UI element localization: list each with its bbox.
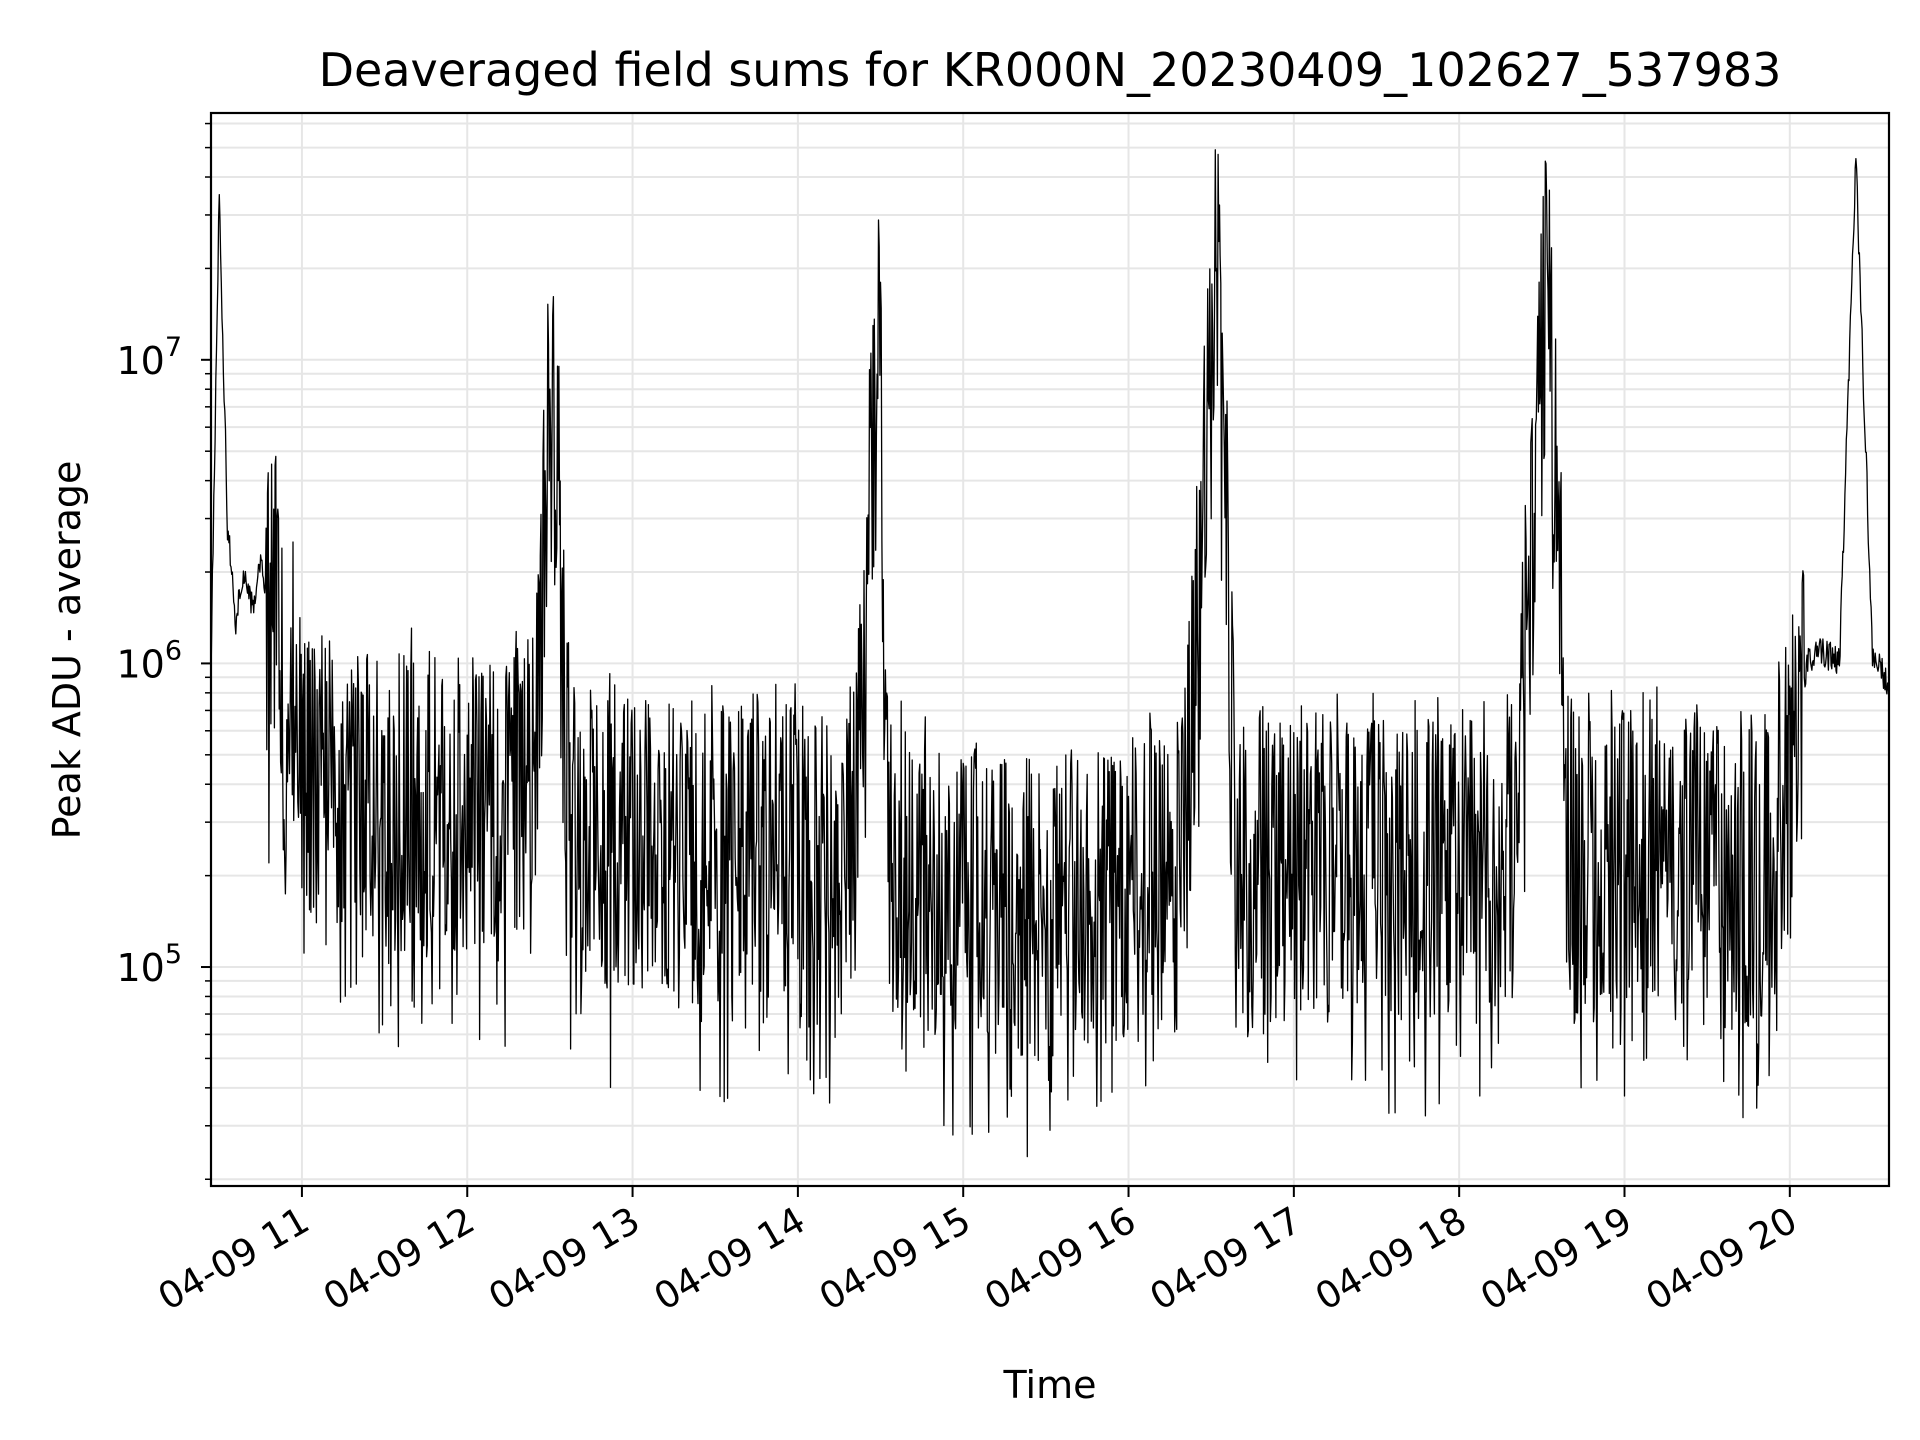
x-tick-label: 04-09 18 (1308, 1199, 1474, 1319)
y-axis-label: Peak ADU - average (45, 461, 89, 840)
x-axis-label: Time (1003, 1363, 1097, 1407)
x-tick-label: 04-09 19 (1473, 1199, 1639, 1319)
x-tick-label: 04-09 16 (977, 1199, 1143, 1319)
y-tick-label: 107 (116, 332, 182, 383)
series-line (210, 149, 1890, 1158)
plot-frame (209, 111, 1891, 1188)
x-tick-label: 04-09 17 (1143, 1199, 1309, 1319)
y-tick-label: 105 (116, 939, 182, 990)
x-tick-label: 04-09 15 (812, 1199, 978, 1319)
x-tick-label: 04-09 11 (151, 1199, 317, 1319)
y-tick-label: 106 (116, 635, 182, 686)
x-tick-label: 04-09 20 (1639, 1199, 1805, 1319)
x-tick-label: 04-09 14 (647, 1199, 813, 1319)
chart-title: Deaveraged field sums for KR000N_2023040… (319, 43, 1782, 97)
series-layer (210, 149, 1890, 1158)
x-tick-label: 04-09 12 (316, 1199, 482, 1319)
x-tick-label: 04-09 13 (481, 1199, 647, 1319)
